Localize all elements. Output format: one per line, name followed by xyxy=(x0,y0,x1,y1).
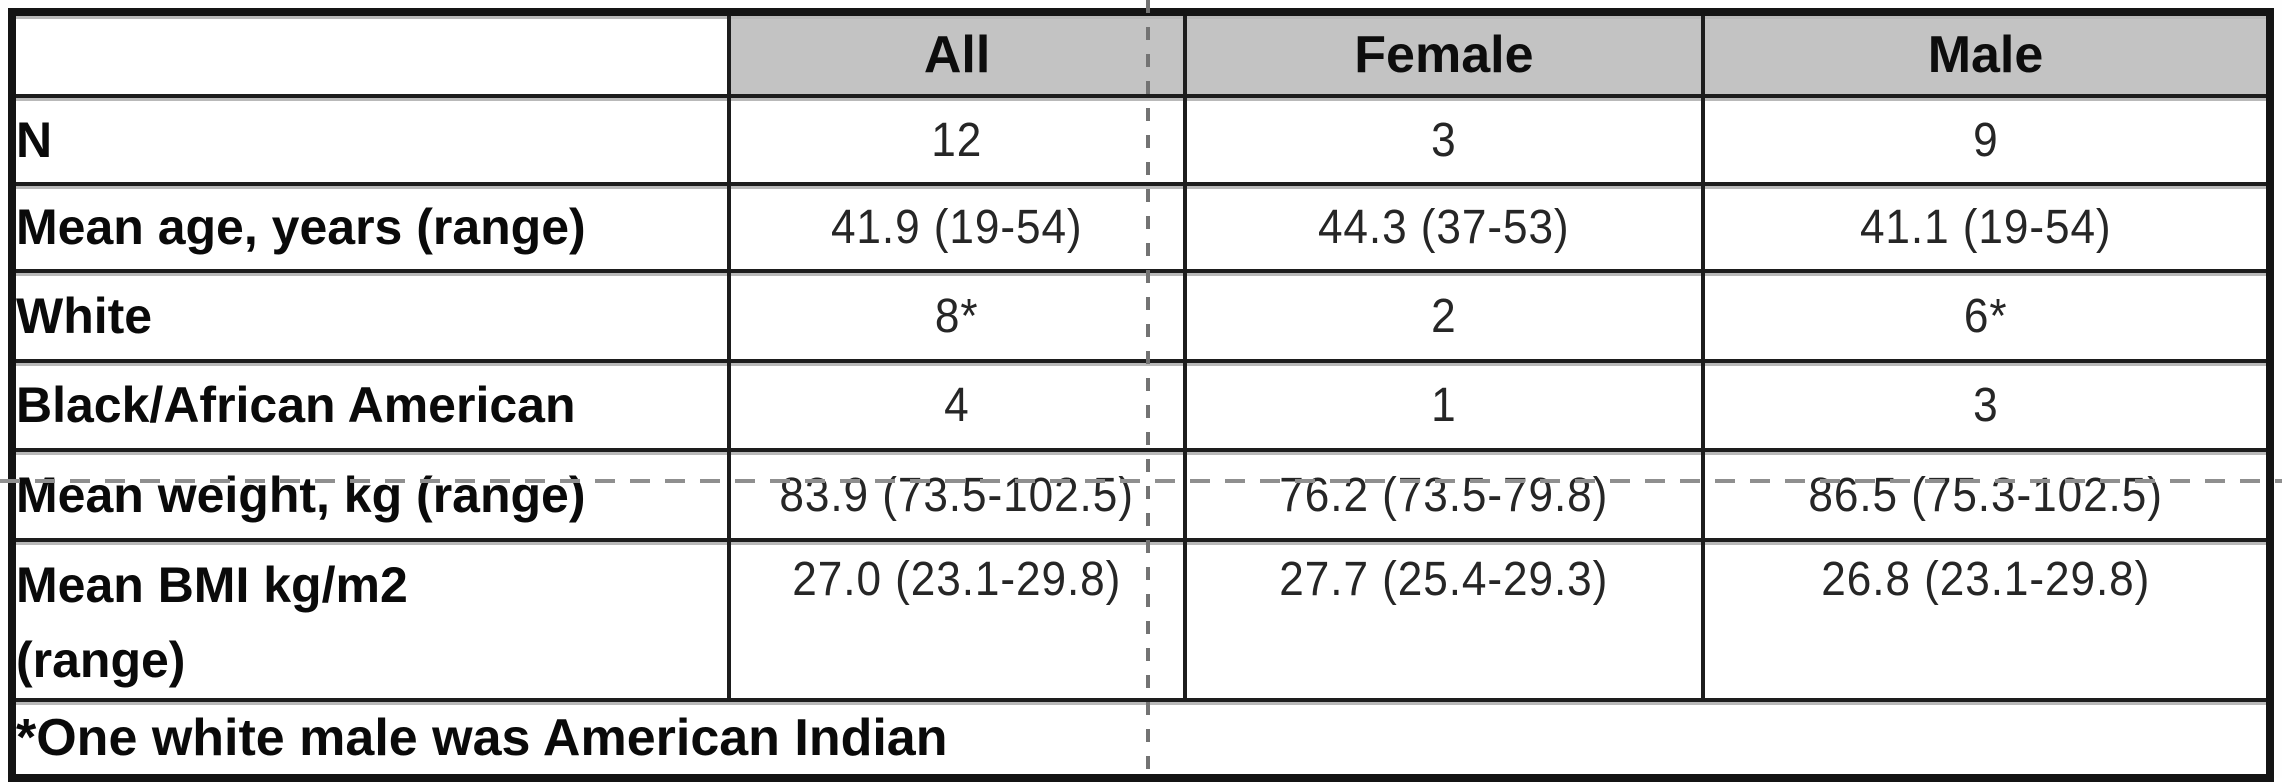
table-footnote-row: *One white male was American Indian xyxy=(10,698,2272,780)
cell-white-all: 8* xyxy=(727,269,1187,363)
cell-value: 76.2 (73.5-79.8) xyxy=(1279,468,1609,522)
cell-bmi-male: 26.8 (23.1-29.8) xyxy=(1701,538,2272,702)
column-header-male: Male xyxy=(1701,10,2272,98)
column-header-all: All xyxy=(727,10,1187,98)
table-row-white: White 8* 2 6* xyxy=(9,269,2272,363)
cell-age-all: 41.9 (19-54) xyxy=(727,182,1187,273)
cell-white-male: 6* xyxy=(1701,269,2272,363)
cell-n-female: 3 xyxy=(1182,94,1706,186)
cell-black-female: 1 xyxy=(1182,359,1706,452)
row-label-weight: Mean weight, kg (range) xyxy=(9,448,732,542)
cell-age-female: 44.3 (37-53) xyxy=(1182,182,1706,273)
row-label-white: White xyxy=(9,269,732,363)
cell-value: 9 xyxy=(1972,113,1999,167)
cell-value: 44.3 (37-53) xyxy=(1318,201,1570,254)
cell-value: 83.9 (73.5-102.5) xyxy=(779,468,1135,522)
cell-value: 8* xyxy=(935,289,979,343)
column-header-female: Female xyxy=(1182,10,1706,98)
cell-value: 27.0 (23.1-29.8) xyxy=(792,553,1122,606)
demographics-table: All Female Male N 12 3 9 Mean age, years… xyxy=(8,8,2274,782)
table-row-weight: Mean weight, kg (range) 83.9 (73.5-102.5… xyxy=(9,448,2272,542)
cell-value: 41.1 (19-54) xyxy=(1859,201,2112,254)
row-label-age: Mean age, years (range) xyxy=(9,182,732,273)
row-label-n: N xyxy=(9,94,732,186)
cell-value: 12 xyxy=(931,113,983,167)
table-header-row: All Female Male xyxy=(9,10,2272,98)
cell-value: 3 xyxy=(1972,379,1999,432)
header-empty-cell xyxy=(9,10,732,98)
cell-black-male: 3 xyxy=(1701,359,2272,452)
cell-value: 2 xyxy=(1431,289,1457,343)
cell-value: 27.7 (25.4-29.3) xyxy=(1279,553,1609,606)
cell-bmi-female: 27.7 (25.4-29.3) xyxy=(1182,538,1706,702)
cell-value: 6* xyxy=(1963,289,2008,343)
table-row-bmi: Mean BMI kg/m2 (range) 27.0 (23.1-29.8) … xyxy=(9,538,2272,702)
cell-black-all: 4 xyxy=(727,359,1187,452)
row-label-bmi: Mean BMI kg/m2 (range) xyxy=(9,538,732,702)
cell-value: 4 xyxy=(944,379,970,432)
cell-value: 26.8 (23.1-29.8) xyxy=(1821,553,2150,606)
table-row-n: N 12 3 9 xyxy=(9,94,2272,186)
cell-white-female: 2 xyxy=(1182,269,1706,363)
table-row-black: Black/African American 4 1 3 xyxy=(9,359,2272,452)
cell-age-male: 41.1 (19-54) xyxy=(1701,182,2272,273)
table-row-age: Mean age, years (range) 41.9 (19-54) 44.… xyxy=(9,182,2272,273)
cell-weight-male: 86.5 (75.3-102.5) xyxy=(1701,448,2272,542)
cell-value: 3 xyxy=(1431,113,1457,167)
cell-bmi-all: 27.0 (23.1-29.8) xyxy=(727,538,1187,702)
cell-value: 41.9 (19-54) xyxy=(831,201,1083,254)
cell-n-male: 9 xyxy=(1701,94,2272,186)
cell-n-all: 12 xyxy=(727,94,1187,186)
cell-value: 86.5 (75.3-102.5) xyxy=(1808,468,2163,522)
cell-weight-all: 83.9 (73.5-102.5) xyxy=(727,448,1187,542)
row-label-black: Black/African American xyxy=(9,359,732,452)
cell-value: 1 xyxy=(1431,379,1457,432)
table-footnote: *One white male was American Indian xyxy=(10,698,2272,780)
cell-weight-female: 76.2 (73.5-79.8) xyxy=(1182,448,1706,542)
